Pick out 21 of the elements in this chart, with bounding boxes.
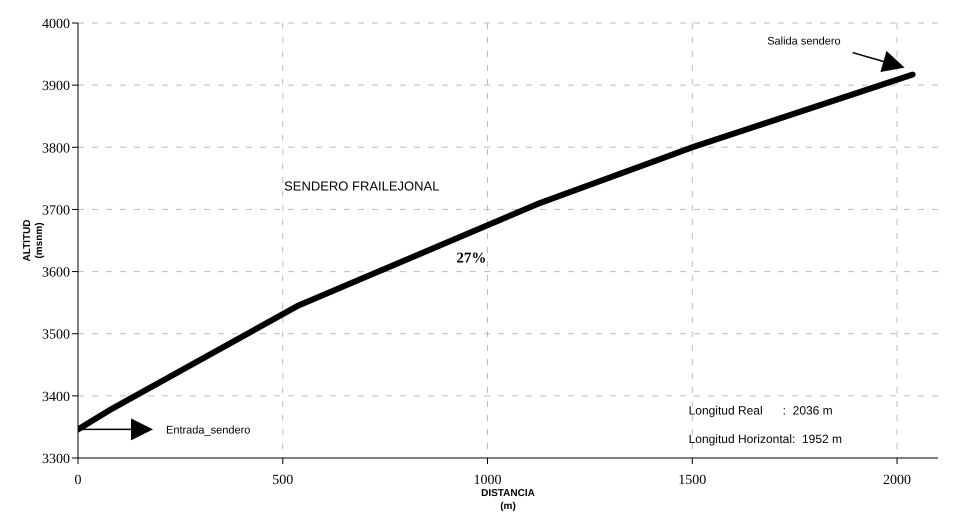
annotation: 27% [456, 250, 486, 266]
x-tick-label: 2000 [883, 472, 912, 488]
x-axis-title: DISTANCIA (m) [481, 488, 535, 512]
x-tick-label: 0 [74, 472, 82, 488]
y-tick-label: 3900 [42, 79, 70, 94]
y-tick-label: 3700 [42, 203, 70, 218]
y-tick-label: 3300 [42, 452, 70, 467]
y-tick-label: 4000 [42, 16, 70, 32]
text: SENDERO FRAILEJONAL [284, 178, 440, 194]
x-tick-label: 500 [272, 472, 294, 488]
y-tick-label: 3800 [42, 141, 70, 156]
x-tick-label: 1500 [678, 472, 706, 488]
annotation: Salida sendero [767, 36, 841, 48]
y-tick-label: 3500 [42, 328, 70, 343]
y-axis-title: ALTITUD (msnm) [22, 219, 45, 262]
y-tick-label: 3600 [42, 266, 70, 281]
x-tick-label: 1000 [474, 472, 502, 488]
y-tick-label: 3400 [42, 390, 70, 405]
annotation: Longitud Real : 2036 m [688, 404, 833, 418]
annotation: Entrada_sendero [166, 424, 250, 436]
annotation: Longitud Horizontal: 1952 m [688, 432, 842, 446]
